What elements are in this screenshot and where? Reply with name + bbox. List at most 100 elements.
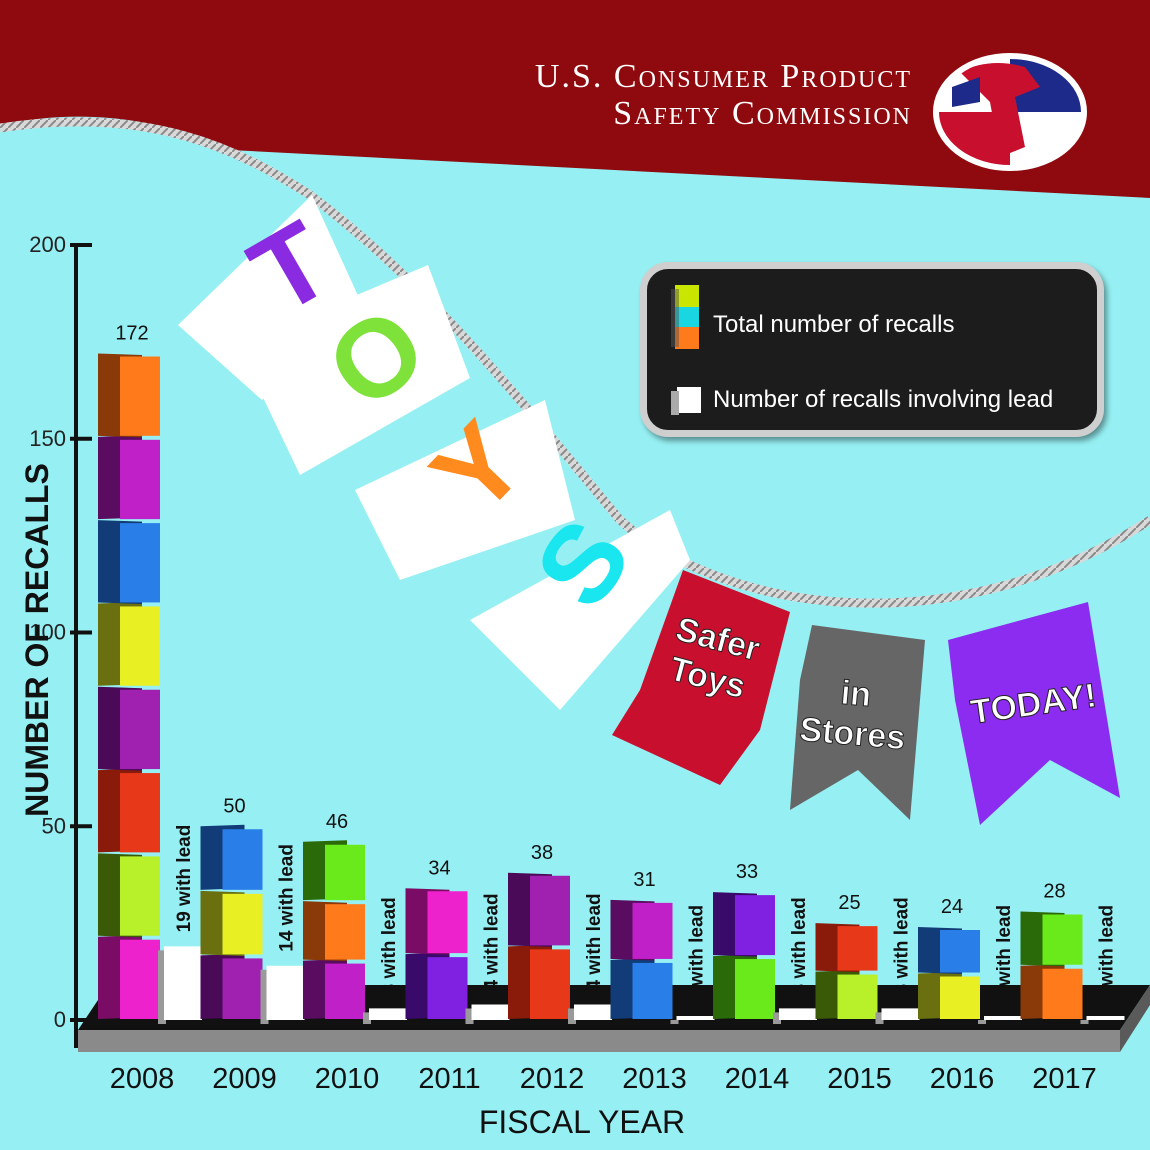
flag-shape xyxy=(790,625,925,820)
lead-block-front xyxy=(881,1008,920,1020)
x-tick-label: 2013 xyxy=(622,1063,687,1095)
lead-block-side xyxy=(465,1008,474,1024)
total-value-label: 24 xyxy=(941,896,963,918)
legend-lead-label: Number of recalls involving lead xyxy=(713,386,1054,413)
banner-rope xyxy=(0,117,1150,608)
lead-block-side xyxy=(158,950,166,1024)
lead-bar-2017 xyxy=(1080,1016,1125,1024)
x-tick-label: 2011 xyxy=(418,1063,480,1095)
lead-bar-2012 xyxy=(568,1004,612,1024)
lead-block-side xyxy=(363,1012,371,1024)
org-name-line1: U.S. Consumer Product xyxy=(534,58,912,95)
y-tick-label: 0 xyxy=(54,1007,66,1032)
bar-block-front xyxy=(632,902,673,959)
lead-value-label: 19 with lead xyxy=(174,825,195,933)
bar-block-front xyxy=(632,962,673,1019)
lead-bar-2008 xyxy=(158,946,202,1024)
lead-block-front xyxy=(266,965,305,1020)
lead-block-front xyxy=(984,1016,1022,1020)
total-bar-2011 xyxy=(405,888,468,1019)
total-bar-2008 xyxy=(98,353,160,1019)
lead-block-side xyxy=(670,1020,679,1024)
bar-block-front xyxy=(1042,914,1083,965)
bar-block-front xyxy=(222,958,263,1019)
bar-block-front xyxy=(837,926,878,971)
lead-bar-2016 xyxy=(978,1016,1022,1024)
platform-front xyxy=(78,1030,1120,1052)
lead-bar-2011 xyxy=(465,1004,510,1024)
bar-block-front xyxy=(120,689,160,770)
total-value-label: 46 xyxy=(326,811,348,833)
flag-shape xyxy=(948,602,1120,825)
bar-stacks xyxy=(98,353,1125,1024)
total-bar-2014 xyxy=(713,892,775,1019)
pennant-shape xyxy=(178,195,360,400)
flag-shape xyxy=(612,570,790,785)
bar-block-front xyxy=(1042,968,1083,1019)
lead-value-label: 1 with lead xyxy=(994,905,1015,1002)
total-value-label: 31 xyxy=(633,869,655,891)
total-bar-2010 xyxy=(303,840,365,1019)
x-axis-title: FISCAL YEAR xyxy=(479,1104,685,1140)
lead-block-side xyxy=(1080,1020,1089,1024)
flag-text: in xyxy=(839,674,872,714)
bar-block-front xyxy=(940,930,980,973)
bar-block-front xyxy=(427,891,468,954)
total-value-label: 28 xyxy=(1043,881,1065,903)
lead-block-side xyxy=(773,1012,781,1024)
x-tick-label: 2016 xyxy=(930,1063,995,1095)
lead-bar-2009 xyxy=(260,965,305,1024)
bar-block-front xyxy=(325,904,365,960)
bar-block-front xyxy=(940,976,980,1019)
bar-block-front xyxy=(222,893,263,955)
pennant-shape xyxy=(355,400,575,580)
lead-bar-2010 xyxy=(363,1008,407,1024)
bar-block-front xyxy=(120,523,160,603)
total-value-label: 50 xyxy=(223,795,245,817)
bar-block-front xyxy=(735,959,775,1019)
lead-block-side xyxy=(978,1020,986,1024)
bar-block-front xyxy=(120,356,160,436)
lead-block-front xyxy=(164,946,202,1020)
total-bar-2012 xyxy=(508,872,570,1019)
lead-value-label: 4 with lead xyxy=(584,893,605,990)
x-tick-label: 2017 xyxy=(1032,1063,1097,1095)
lead-value-label: 3 with lead xyxy=(892,897,913,994)
bar-block-front xyxy=(325,963,365,1019)
y-tick-label: 50 xyxy=(42,813,66,838)
chart-labels: 172 19 with lead 2008 50 14 with lead 2009 46 3… xyxy=(110,323,1118,1096)
bar-block-front xyxy=(120,856,160,936)
x-tick-label: 2014 xyxy=(725,1063,790,1095)
bar-block-front xyxy=(427,957,468,1019)
bar-block-front xyxy=(530,875,570,946)
lead-block-front xyxy=(676,1016,715,1020)
total-bar-2009 xyxy=(200,824,263,1020)
x-tick-label: 2009 xyxy=(212,1063,277,1095)
lead-bar-2015 xyxy=(875,1008,920,1024)
bar-block-front xyxy=(735,895,775,956)
lead-bar-2013 xyxy=(670,1016,715,1024)
total-bar-2013 xyxy=(610,899,673,1019)
org-name-line2: Safety Commission xyxy=(613,95,912,132)
bar-block-front xyxy=(120,606,160,686)
bar-block-front xyxy=(120,939,160,1019)
lead-value-label: 14 with lead xyxy=(277,844,298,952)
lead-block-front xyxy=(1086,1016,1125,1020)
x-tick-label: 2015 xyxy=(827,1063,892,1095)
total-value-label: 25 xyxy=(838,892,860,914)
pennant-shape xyxy=(470,510,690,710)
platform-side xyxy=(1120,985,1150,1052)
total-recalls-icon xyxy=(671,285,699,349)
lead-value-label: 0 with lead xyxy=(1097,905,1118,1002)
total-value-label: 34 xyxy=(428,857,450,879)
lead-block-front xyxy=(779,1008,817,1020)
y-tick-label: 200 xyxy=(29,232,66,257)
bar-block-front xyxy=(837,974,878,1019)
bar-block-front xyxy=(120,773,160,853)
legend-total-label: Total number of recalls xyxy=(713,311,955,338)
total-bar-2015 xyxy=(815,923,878,1019)
